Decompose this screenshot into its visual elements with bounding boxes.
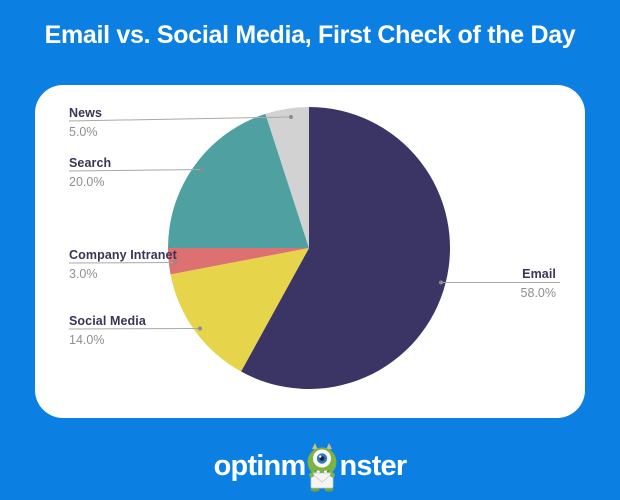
- leader-line-social-media: [68, 328, 201, 330]
- callout-social-media-percent: 14.0%: [69, 333, 105, 347]
- callout-news: News 5.0%: [69, 107, 102, 139]
- leader-dot-social-media: [198, 326, 202, 331]
- page-title: Email vs. Social Media, First Check of t…: [44, 21, 576, 49]
- optinmonster-mascot-icon: [307, 443, 337, 492]
- pie-chart: [68, 107, 560, 389]
- leader-dot-news: [289, 115, 293, 119]
- leader-lines: [68, 115, 560, 331]
- leader-line-search: [68, 169, 203, 172]
- chart-card: News 5.0% Search 20.0% Company Intranet …: [35, 85, 585, 418]
- optinmonster-logo: optinm nster: [0, 439, 620, 493]
- callout-search-percent: 20.0%: [69, 175, 105, 189]
- callout-email-percent: 58.0%: [520, 286, 556, 300]
- callout-search: Search 20.0%: [69, 157, 111, 189]
- callout-email: Email 58.0%: [521, 268, 556, 300]
- leader-line-company-intranet: [68, 262, 176, 264]
- logo-text-before: optinm: [213, 450, 307, 482]
- leader-dot-search: [200, 167, 204, 172]
- logo-text-after: nster: [339, 450, 407, 482]
- callout-news-percent: 5.0%: [69, 125, 98, 139]
- pie-slice-social-media: [170, 248, 309, 372]
- callout-social-media-label: Social Media: [69, 314, 146, 328]
- pie-slice-company-intranet: [168, 248, 309, 275]
- leader-dot-email: [439, 280, 443, 285]
- pie-slice-news: [265, 107, 309, 248]
- callout-company-intranet: Company Intranet 3.0%: [69, 249, 177, 281]
- callout-company-intranet-label: Company Intranet: [69, 248, 177, 262]
- pie-slices: [168, 107, 450, 389]
- callout-company-intranet-percent: 3.0%: [69, 267, 98, 281]
- callout-search-label: Search: [69, 156, 112, 170]
- leader-dot-company-intranet: [173, 260, 177, 265]
- callout-email-label: Email: [522, 267, 556, 281]
- callout-news-label: News: [69, 106, 103, 120]
- leader-line-news: [68, 116, 292, 122]
- callout-social-media: Social Media 14.0%: [69, 315, 146, 347]
- pie-slice-email: [241, 107, 450, 389]
- pie-slice-search: [168, 113, 309, 249]
